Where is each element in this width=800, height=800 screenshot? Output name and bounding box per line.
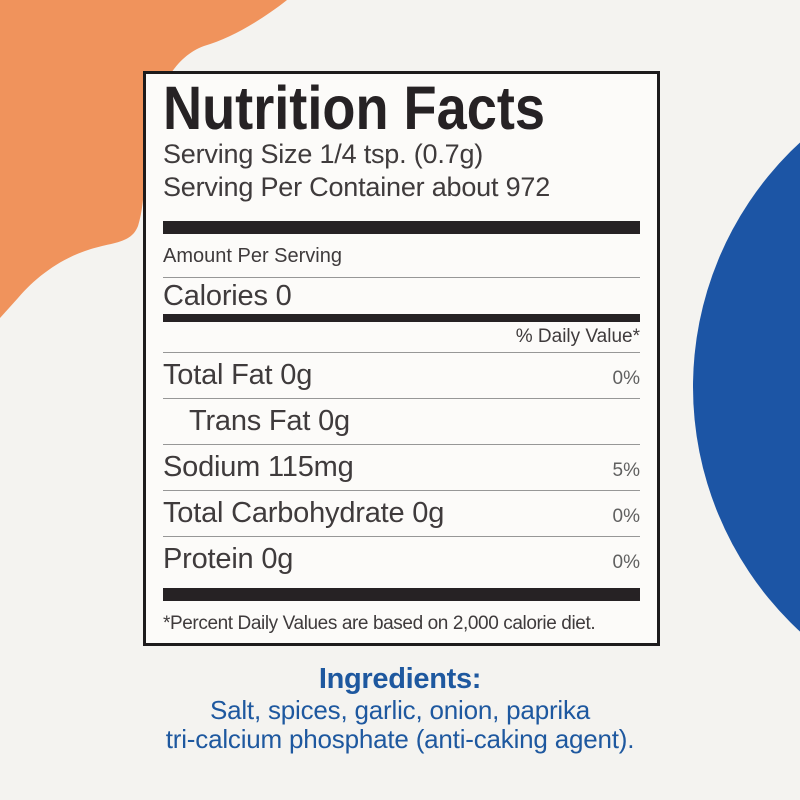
- nutrient-name: Total Carbohydrate 0g: [163, 497, 445, 529]
- nutrient-value: 0%: [612, 368, 640, 389]
- separator-bar-calories: [163, 314, 640, 322]
- nutrient-row-total-fat: Total Fat 0g 0%: [163, 352, 640, 398]
- nutrient-value: 0%: [612, 506, 640, 527]
- nutrient-row-sodium: Sodium 115mg 5%: [163, 444, 640, 490]
- nutrient-row-protein: Protein 0g 0%: [163, 536, 640, 582]
- nutrient-name: Trans Fat 0g: [189, 405, 350, 437]
- daily-value-footnote: *Percent Daily Values are based on 2,000…: [163, 613, 596, 634]
- nutrient-name: Protein 0g: [163, 543, 294, 575]
- separator-bar-bottom: [163, 588, 640, 601]
- separator-bar-top: [163, 221, 640, 234]
- nutrient-row-trans-fat: Trans Fat 0g: [163, 398, 640, 444]
- amount-per-serving-line: Amount Per Serving: [163, 243, 640, 278]
- nutrient-row-total-carbohydrate: Total Carbohydrate 0g 0%: [163, 490, 640, 536]
- nutrient-name: Sodium 115mg: [163, 451, 354, 483]
- ingredients-line-1: Salt, spices, garlic, onion, paprika: [209, 695, 591, 725]
- calories-line: Calories 0: [163, 280, 292, 312]
- label-title: Nutrition Facts: [163, 82, 545, 138]
- serving-size-line: Serving Size 1/4 tsp. (0.7g): [163, 139, 484, 169]
- nutrient-value: 0%: [612, 552, 640, 573]
- nutrition-facts-label: Nutrition Facts Serving Size 1/4 tsp. (0…: [143, 71, 660, 646]
- nutrient-name: Total Fat 0g: [163, 359, 313, 391]
- ingredients-section: Ingredients: Salt, spices, garlic, onion…: [0, 662, 800, 754]
- blue-circle-shape: [693, 54, 800, 720]
- daily-value-header: % Daily Value*: [515, 326, 640, 347]
- nutrient-value: 5%: [612, 460, 640, 481]
- ingredients-heading: Ingredients:: [318, 663, 482, 695]
- label-title-graphic: Nutrition Facts: [163, 82, 545, 138]
- ingredients-line-2: tri-calcium phosphate (anti-caking agent…: [165, 724, 635, 754]
- servings-per-container-line: Serving Per Container about 972: [163, 172, 551, 202]
